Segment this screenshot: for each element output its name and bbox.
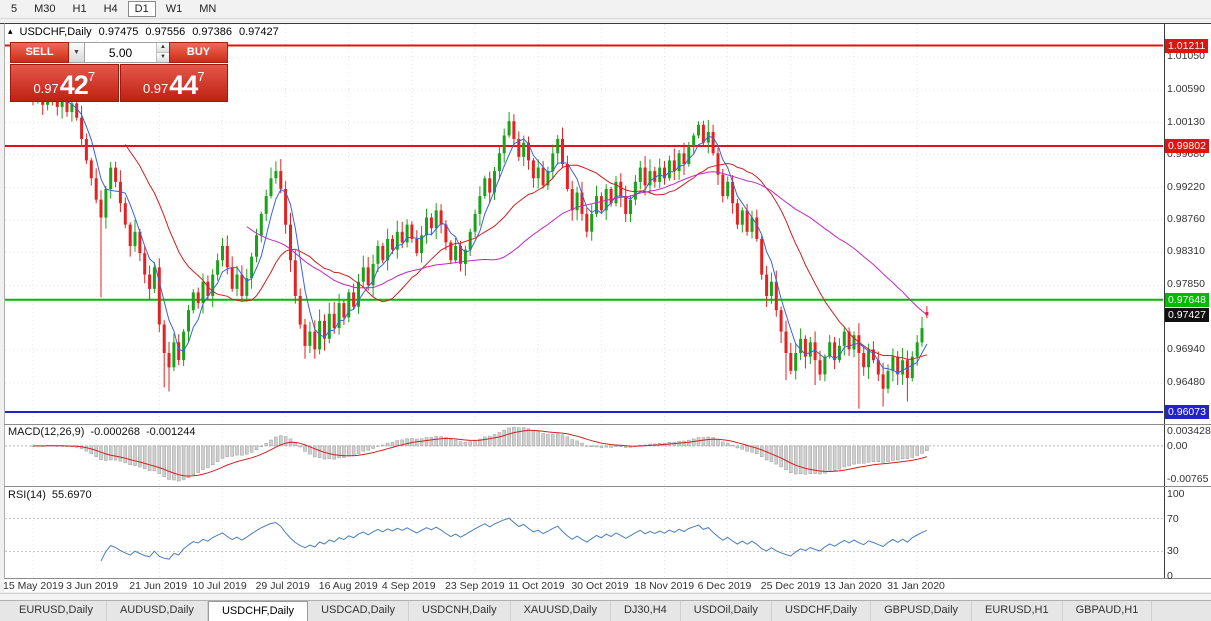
- tf-button-h4[interactable]: H4: [103, 3, 118, 15]
- chart-tabbar: EURUSD,Daily AUDUSD,Daily USDCHF,Daily USDC…: [0, 600, 1211, 621]
- date-axis-label: 16 Aug 2019: [318, 580, 378, 592]
- quote-line: ▴ USDCHF,Daily 0.97475 0.97556 0.97386 0…: [8, 26, 279, 38]
- tab-3-usdcad-daily[interactable]: USDCAD,Daily: [308, 601, 410, 621]
- macd-value-main: -0.000268: [90, 426, 140, 438]
- horizontal-scrollbar[interactable]: [0, 593, 1211, 600]
- rsi-axis-tick: 30: [1167, 545, 1179, 558]
- quote-high: 0.97556: [145, 26, 186, 38]
- date-axis-label: 18 Nov 2019: [634, 580, 695, 592]
- ask-prefix: 0.97: [142, 81, 169, 96]
- price-axis-tick: 0.96940: [1167, 343, 1205, 356]
- rsi-axis-tick: 70: [1167, 512, 1179, 525]
- date-axis-label: 21 Jun 2019: [129, 580, 188, 592]
- tf-button-5[interactable]: 5: [11, 3, 18, 15]
- tab-5-xauusd-daily[interactable]: XAUUSD,Daily: [511, 601, 611, 621]
- price-level-label: 0.97648: [1165, 292, 1209, 307]
- sell-button[interactable]: SELL: [10, 42, 69, 63]
- price-axis-tick: 1.01050: [1167, 50, 1205, 62]
- one-click-trading-panel: SELL ▼ ▲ ▼ BUY 0.97 42 7 0.97 44 7: [10, 42, 228, 102]
- bid-price-box[interactable]: 0.97 42 7: [10, 64, 119, 102]
- date-axis-label: 4 Sep 2019: [381, 580, 436, 592]
- date-axis-label: 3 Jun 2019: [66, 580, 119, 592]
- quote-low: 0.97386: [192, 26, 232, 38]
- tab-6-dj30-h4[interactable]: DJ30,H4: [611, 601, 681, 621]
- macd-value-signal: -0.001244: [145, 426, 196, 438]
- rsi-label: RSI(14): [8, 489, 46, 501]
- tab-7-usdoil-daily[interactable]: USDOil,Daily: [681, 601, 772, 621]
- price-axis-tick: 0.98310: [1167, 245, 1205, 258]
- ask-price-box[interactable]: 0.97 44 7: [119, 64, 228, 102]
- volume-input[interactable]: [85, 43, 169, 62]
- tf-button-d1[interactable]: D1: [127, 1, 156, 17]
- price-level-label: 0.99802: [1165, 139, 1209, 154]
- date-axis-label: 13 Jan 2020: [823, 580, 882, 592]
- tf-button-mn[interactable]: MN: [199, 3, 217, 15]
- date-axis-label: 23 Sep 2019: [445, 580, 505, 592]
- price-axis-tick: 0.98760: [1167, 213, 1205, 226]
- price-axis-tick: 1.00590: [1167, 82, 1205, 95]
- price-axis-tick: 0.99220: [1167, 180, 1205, 193]
- date-axis-label: 15 May 2019: [3, 580, 64, 592]
- date-axis-label: 10 Jul 2019: [192, 580, 247, 592]
- price-axis-tick: 0.97850: [1167, 278, 1205, 291]
- volume-decrease-icon[interactable]: ▼: [157, 53, 169, 62]
- ask-pip-digit: 7: [197, 69, 205, 84]
- tab-8-usdchf-daily[interactable]: USDCHF,Daily: [772, 601, 872, 621]
- tf-button-w1[interactable]: W1: [165, 3, 183, 15]
- date-axis-label: 25 Dec 2019: [760, 580, 821, 592]
- date-axis-label: 11 Oct 2019: [508, 580, 565, 592]
- price-axis-tick: 1.00130: [1167, 115, 1205, 128]
- quote-open: 0.97475: [98, 26, 139, 38]
- timeframe-toolbar: 5 M30 H1 H4 D1 W1 MN: [0, 0, 1211, 19]
- price-level-label: 0.96073: [1165, 405, 1209, 419]
- quote-close: 0.97427: [238, 26, 279, 38]
- date-axis-label: 29 Jul 2019: [255, 580, 310, 592]
- tab-1-audusd-daily[interactable]: AUDUSD,Daily: [107, 601, 208, 621]
- quote-symbol: USDCHF,Daily: [19, 26, 92, 38]
- macd-axis-tick: -0.00765: [1167, 473, 1209, 486]
- price-axis-tick: 0.96480: [1167, 375, 1205, 388]
- rsi-panel-title: RSI(14) 55.6970: [8, 489, 92, 501]
- tab-4-usdcnh-daily[interactable]: USDCNH,Daily: [409, 601, 511, 621]
- macd-axis-tick: 0.00: [1167, 439, 1188, 452]
- tf-button-m30[interactable]: M30: [34, 3, 56, 15]
- bid-pip-digit: 7: [87, 69, 96, 84]
- tab-9-gbpusd-daily[interactable]: GBPUSD,Daily: [871, 601, 973, 621]
- buy-button[interactable]: BUY: [169, 42, 228, 63]
- tf-button-h1[interactable]: H1: [72, 3, 87, 15]
- price-level-label: 0.97427: [1165, 308, 1209, 323]
- bid-big-digits: 42: [59, 70, 89, 100]
- volume-box: ▲ ▼: [85, 42, 169, 63]
- date-axis-label: 30 Oct 2019: [571, 580, 629, 592]
- volume-increase-icon[interactable]: ▲: [157, 43, 169, 53]
- macd-axis-tick: 0.003428: [1167, 425, 1211, 438]
- date-axis-label: 6 Dec 2019: [697, 580, 752, 592]
- macd-panel-title: MACD(12,26,9) -0.000268 -0.001244: [8, 426, 196, 438]
- rsi-axis-tick: 0: [1167, 570, 1173, 582]
- rsi-value: 55.6970: [51, 489, 92, 501]
- bid-prefix: 0.97: [33, 81, 59, 96]
- tab-2-usdchf-daily[interactable]: USDCHF,Daily: [207, 601, 309, 621]
- price-level-label: 1.01211: [1165, 38, 1209, 53]
- tab-0-eurusd-daily[interactable]: EURUSD,Daily: [6, 601, 107, 621]
- collapse-panel-icon[interactable]: ▴: [8, 26, 13, 36]
- rsi-axis-tick: 100: [1167, 488, 1185, 500]
- tab-11-gbpaud-h1[interactable]: GBPAUD,H1: [1063, 601, 1153, 621]
- date-axis-label: 31 Jan 2020: [887, 580, 945, 592]
- ask-big-digits: 44: [169, 70, 198, 100]
- order-type-dropdown-icon[interactable]: ▼: [69, 42, 85, 63]
- tab-10-eurusd-h1[interactable]: EURUSD,H1: [972, 601, 1063, 621]
- volume-spinner: ▲ ▼: [156, 43, 169, 62]
- macd-label: MACD(12,26,9): [8, 426, 85, 438]
